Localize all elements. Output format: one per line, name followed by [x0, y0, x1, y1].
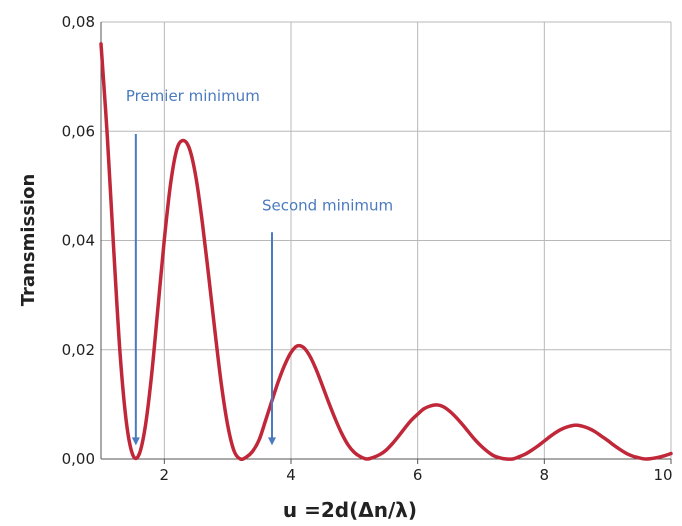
- annotation-label: Second minimum: [262, 196, 393, 214]
- x-tick-label: 4: [286, 466, 296, 484]
- y-tick-label: 0,08: [62, 13, 95, 31]
- annotations: Premier minimum Second minimum: [126, 87, 393, 446]
- x-tick-label: 8: [540, 466, 550, 484]
- y-tick-label: 0,02: [62, 341, 95, 359]
- grid: [101, 21, 672, 459]
- annotation-arrowhead: [131, 437, 140, 446]
- x-tick-label: 6: [413, 466, 423, 484]
- axes: [100, 22, 672, 464]
- y-tick-label: 0,06: [62, 122, 95, 140]
- tick-labels: 0,00 0,02 0,04 0,06 0,08 2 4 6 8 10: [62, 13, 673, 484]
- x-tick-label: 2: [160, 466, 170, 484]
- y-tick-label: 0,00: [62, 450, 95, 468]
- x-tick-label: 10: [653, 466, 672, 484]
- y-axis-label: Transmission: [18, 174, 39, 307]
- annotation-label: Premier minimum: [126, 87, 260, 105]
- series-layer: [99, 42, 673, 462]
- series-line: [99, 42, 673, 462]
- x-axis-label: u =2d(Δn/λ): [283, 498, 417, 522]
- y-tick-label: 0,04: [62, 232, 95, 250]
- annotation-arrowhead: [268, 437, 276, 446]
